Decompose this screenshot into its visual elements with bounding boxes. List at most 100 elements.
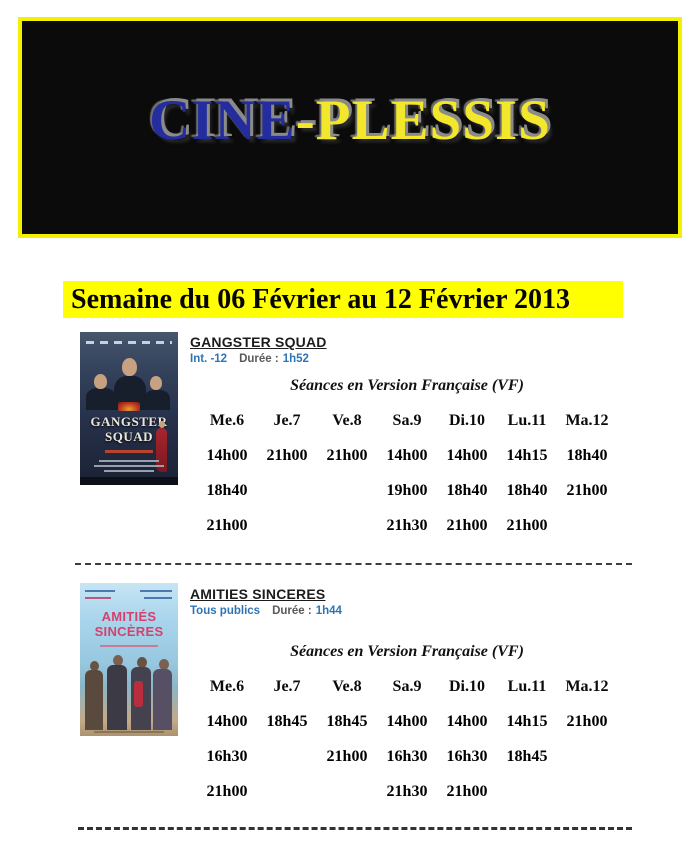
poster-gangster-squad: GANGSTER SQUAD <box>80 332 178 485</box>
poster-cast-name <box>85 590 115 592</box>
showtime-cell: 21h00 <box>206 783 248 800</box>
poster-credits-line <box>94 465 164 467</box>
movie-info-gangster-squad: Int. -12 Durée :1h52 <box>190 353 309 365</box>
seances-vf-label: Séances en Version Française (VF) <box>290 377 524 394</box>
day-header: Di.10 <box>449 678 485 695</box>
poster-title-line2: SINCÈRES <box>94 624 164 639</box>
showtime-cell: 21h00 <box>326 748 368 765</box>
poster-figure-body <box>85 670 103 730</box>
day-header: Je.7 <box>273 678 301 695</box>
poster-figure-head <box>113 655 123 666</box>
poster-amities-sinceres: AMITIÉS SINCÈRES <box>80 583 178 736</box>
movie-info-amities-sinceres: Tous publics Durée :1h44 <box>190 605 342 617</box>
showtime-cell: 21h00 <box>206 517 248 534</box>
day-header: Sa.9 <box>392 412 422 429</box>
showtime-cell: 16h30 <box>206 748 248 765</box>
poster-title-text: AMITIÉS SINCÈRES <box>80 609 178 639</box>
poster-credits-line <box>104 470 154 472</box>
poster-credits-line <box>99 460 159 462</box>
showtime-cell <box>317 779 377 814</box>
poster-figure-body <box>153 669 172 730</box>
showtime-cell: 21h00 <box>566 713 608 730</box>
showtime-cell: 14h00 <box>206 447 248 464</box>
duration-value: 1h52 <box>282 353 309 365</box>
poster-figure-head <box>90 661 99 671</box>
movie-rating: Tous publics <box>190 605 261 617</box>
poster-figure-head <box>159 659 169 670</box>
seances-vf-label: Séances en Version Française (VF) <box>290 643 524 660</box>
showtime-cell: 14h00 <box>206 713 248 730</box>
showtimes-table-gangster-squad: Me.6 Je.7 Ve.8 Sa.9 Di.10 Lu.11 Ma.12 14… <box>197 408 617 548</box>
showtime-cell: 14h00 <box>446 447 488 464</box>
day-header: Ve.8 <box>332 678 362 695</box>
movie-title-gangster-squad: GANGSTER SQUAD <box>190 334 327 350</box>
showtime-cell <box>257 513 317 548</box>
poster-figure-suit <box>144 390 170 410</box>
day-header: Ve.8 <box>332 412 362 429</box>
day-header: Lu.11 <box>507 412 547 429</box>
showtime-cell: 14h15 <box>506 713 548 730</box>
duration-label: Durée : <box>239 353 279 365</box>
day-header: Je.7 <box>273 412 301 429</box>
poster-woman-red-dress <box>156 428 167 472</box>
day-header: Ma.12 <box>565 678 609 695</box>
section-separator <box>75 563 632 565</box>
movie-title-amities-sinceres: AMITIES SINCERES <box>190 586 326 602</box>
poster-title-line1: GANGSTER <box>90 414 168 429</box>
cinema-banner: CINE-PLESSIS <box>18 17 682 238</box>
week-title: Semaine du 06 Février au 12 Février 2013 <box>63 281 623 318</box>
day-header: Di.10 <box>449 412 485 429</box>
day-header: Lu.11 <box>507 678 547 695</box>
poster-figure-suit <box>86 388 116 410</box>
poster-title-line1: AMITIÉS <box>101 609 157 624</box>
showtime-cell <box>317 478 377 513</box>
showtime-cell: 21h00 <box>506 517 548 534</box>
poster-woman-head <box>159 421 165 428</box>
poster-figure-body <box>107 665 127 730</box>
showtime-cell: 19h00 <box>386 482 428 499</box>
showtime-cell: 21h00 <box>446 517 488 534</box>
poster-face <box>150 376 162 390</box>
showtime-cell: 21h00 <box>326 447 368 464</box>
poster-face <box>122 358 137 376</box>
showtime-cell: 21h00 <box>446 783 488 800</box>
movie-rating: Int. -12 <box>190 353 228 365</box>
showtime-cell: 14h00 <box>386 447 428 464</box>
showtime-cell <box>557 779 617 814</box>
showtime-cell: 18h45 <box>326 713 368 730</box>
duration-label: Durée : <box>272 605 312 617</box>
poster-bottom-strip <box>80 477 178 485</box>
poster-tagline-bar <box>105 450 153 453</box>
showtime-cell <box>317 513 377 548</box>
showtime-cell: 14h00 <box>386 713 428 730</box>
showtime-cell: 18h45 <box>266 713 308 730</box>
showtime-cell <box>257 478 317 513</box>
showtime-cell: 18h45 <box>506 748 548 765</box>
poster-cast-names-row <box>86 341 172 344</box>
day-header: Me.6 <box>209 678 245 695</box>
poster-title-line2: SQUAD <box>104 429 153 444</box>
logo-text-cine: CINE <box>149 89 296 152</box>
day-header: Sa.9 <box>392 678 422 695</box>
showtime-cell: 21h00 <box>566 482 608 499</box>
section-separator <box>78 827 632 830</box>
showtime-cell <box>257 779 317 814</box>
poster-cast-name <box>144 597 172 599</box>
showtime-cell: 14h00 <box>446 713 488 730</box>
showtime-cell <box>557 513 617 548</box>
showtime-cell <box>257 744 317 779</box>
day-header: Me.6 <box>209 412 245 429</box>
showtime-cell: 21h30 <box>386 517 428 534</box>
showtime-cell: 18h40 <box>566 447 608 464</box>
poster-credits-line <box>100 645 158 647</box>
poster-credits-line <box>94 731 164 733</box>
day-header: Ma.12 <box>565 412 609 429</box>
showtime-cell <box>497 779 557 814</box>
poster-cast-name <box>140 590 172 592</box>
duration-value: 1h44 <box>315 605 342 617</box>
logo-text-plessis: -PLESSIS <box>295 89 551 152</box>
showtime-cell: 21h30 <box>386 783 428 800</box>
poster-cast-name <box>85 597 111 599</box>
showtime-cell: 18h40 <box>506 482 548 499</box>
